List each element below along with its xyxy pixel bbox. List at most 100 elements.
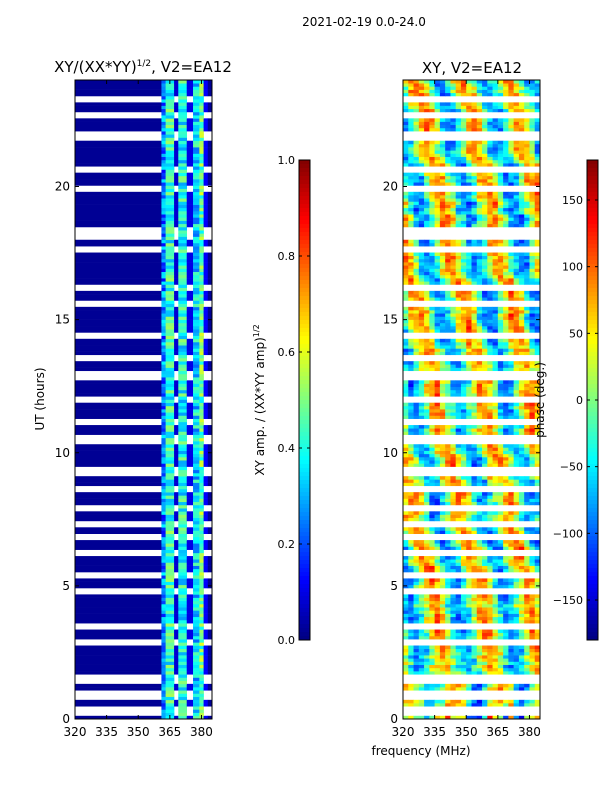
phase-cell bbox=[424, 220, 430, 225]
phase-cell bbox=[455, 655, 462, 659]
phase-cell bbox=[455, 619, 462, 624]
amplitude-cell bbox=[207, 447, 213, 451]
phase-cell bbox=[476, 341, 483, 346]
amplitude-cell bbox=[193, 393, 200, 397]
amplitude-cell bbox=[207, 121, 213, 126]
amplitude-cell bbox=[193, 150, 200, 154]
phase-cell bbox=[482, 460, 488, 464]
phase-cell bbox=[403, 316, 409, 320]
amplitude-cell bbox=[178, 89, 188, 94]
phase-cell bbox=[403, 191, 409, 196]
amplitude-cell bbox=[174, 217, 179, 221]
phase-cell bbox=[508, 476, 514, 480]
phase-cell bbox=[518, 380, 525, 384]
phase-cell bbox=[492, 182, 499, 186]
amplitude-cell bbox=[207, 703, 213, 707]
phase-cell bbox=[434, 389, 441, 394]
phase-cell bbox=[471, 306, 478, 311]
phase-cell bbox=[508, 671, 514, 675]
amplitude-cell bbox=[174, 297, 179, 301]
phase-cell bbox=[471, 405, 478, 410]
phase-cell bbox=[524, 527, 530, 531]
amplitude-cell bbox=[161, 399, 166, 403]
phase-cell bbox=[513, 255, 520, 260]
amplitude-cell bbox=[199, 562, 204, 566]
phase-cell bbox=[466, 345, 472, 349]
phase-cell bbox=[529, 546, 536, 550]
phase-cell bbox=[408, 383, 414, 388]
amplitude-colorbar-segment bbox=[299, 564, 310, 569]
amplitude-cell bbox=[165, 421, 175, 426]
phase-cell bbox=[503, 239, 509, 244]
amplitude-cell bbox=[199, 265, 204, 269]
phase-cell bbox=[513, 313, 520, 317]
amplitude-cell bbox=[161, 482, 166, 487]
phase-cell bbox=[482, 562, 488, 566]
phase-cell bbox=[418, 655, 425, 659]
phase-cell bbox=[471, 444, 478, 448]
phase-cell bbox=[424, 457, 430, 461]
phase-cell bbox=[466, 425, 472, 429]
phase-cell bbox=[413, 393, 420, 397]
amplitude-cell bbox=[178, 166, 188, 170]
phase-cell bbox=[450, 223, 456, 228]
phase-cell bbox=[503, 361, 509, 365]
phase-cell bbox=[524, 476, 530, 480]
phase-cell bbox=[476, 514, 483, 519]
amplitude-cell bbox=[199, 431, 204, 435]
phase-cell bbox=[403, 361, 409, 365]
phase-cell bbox=[466, 214, 472, 218]
phase-cell bbox=[471, 204, 478, 209]
phase-cell bbox=[403, 562, 409, 566]
phase-cell bbox=[408, 687, 414, 691]
amplitude-cell bbox=[186, 527, 194, 531]
amplitude-cell bbox=[193, 370, 200, 375]
phase-cell bbox=[518, 159, 525, 164]
phase-cell bbox=[450, 556, 456, 560]
phase-cell bbox=[471, 501, 478, 506]
amplitude-cell bbox=[165, 508, 175, 512]
amplitude-cell bbox=[207, 92, 213, 97]
phase-cell bbox=[518, 204, 525, 209]
amplitude-cell bbox=[165, 565, 175, 570]
phase-cell bbox=[403, 603, 409, 608]
phase-cell bbox=[471, 383, 478, 388]
amplitude-cell bbox=[199, 354, 204, 359]
phase-cell bbox=[403, 600, 409, 605]
amplitude-cell bbox=[186, 92, 194, 97]
amplitude-cell bbox=[193, 316, 200, 320]
phase-cell bbox=[424, 329, 430, 333]
phase-cell bbox=[445, 540, 451, 544]
amplitude-cell bbox=[199, 252, 204, 257]
amplitude-cell bbox=[75, 338, 162, 343]
phase-cell bbox=[460, 201, 467, 205]
phase-cell bbox=[529, 501, 536, 506]
phase-cell bbox=[429, 632, 435, 637]
phase-cell bbox=[524, 306, 530, 311]
amplitude-cell bbox=[161, 648, 166, 653]
phase-cell bbox=[524, 594, 530, 598]
amplitude-cell bbox=[161, 179, 166, 183]
amplitude-colorbar-segment bbox=[299, 440, 310, 445]
phase-cell bbox=[487, 495, 493, 499]
phase-cell bbox=[508, 329, 514, 333]
amplitude-cell bbox=[75, 661, 162, 665]
phase-cell bbox=[513, 527, 520, 531]
amplitude-cell bbox=[75, 156, 162, 161]
phase-cell bbox=[487, 220, 493, 225]
amplitude-cell bbox=[193, 121, 200, 126]
phase-cell bbox=[408, 527, 414, 531]
amplitude-cell bbox=[161, 345, 166, 349]
amplitude-colorbar-segment bbox=[299, 344, 310, 349]
phase-cell bbox=[403, 326, 409, 330]
phase-cell bbox=[450, 581, 456, 586]
amplitude-cell bbox=[178, 140, 188, 145]
phase-cell bbox=[508, 159, 514, 164]
amplitude-cell bbox=[165, 540, 175, 544]
phase-cell bbox=[529, 527, 536, 531]
phase-cell bbox=[492, 645, 499, 650]
phase-cell bbox=[418, 527, 425, 531]
amplitude-cell bbox=[161, 715, 166, 720]
phase-cell bbox=[508, 348, 514, 352]
phase-cell bbox=[460, 565, 467, 570]
